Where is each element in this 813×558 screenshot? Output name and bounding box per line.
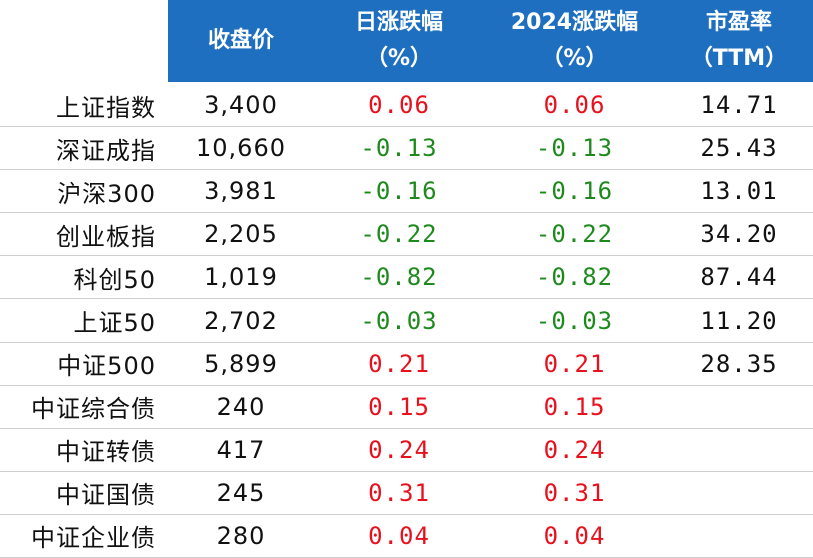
- header-pe-unit: （TTM）: [690, 46, 788, 71]
- table-row: 中证综合债 240 0.15 0.15: [0, 386, 813, 429]
- pe-ratio-cell: 28.35: [700, 349, 778, 378]
- index-name-cell: 创业板指: [56, 222, 156, 251]
- close-price-cell: 240: [216, 392, 266, 421]
- close-price-cell: 280: [216, 521, 266, 550]
- daily-change-cell: 0.15: [368, 392, 430, 421]
- close-price-cell: 2,702: [204, 306, 278, 335]
- pe-ratio-cell: 25.43: [700, 134, 778, 163]
- index-name-cell: 深证成指: [56, 136, 156, 165]
- index-name-cell: 中证国债: [56, 481, 156, 510]
- pe-ratio-cell: 13.01: [700, 177, 778, 206]
- table-row: 创业板指 2,205 -0.22 -0.22 34.20: [0, 213, 813, 257]
- close-price-cell: 3,981: [204, 177, 278, 206]
- close-price-cell: 417: [216, 435, 266, 464]
- header-close-label: 收盘价: [207, 28, 274, 53]
- pe-ratio-cell: 87.44: [700, 263, 778, 292]
- pe-ratio-cell: [665, 386, 813, 428]
- table-row: 科创50 1,019 -0.82 -0.82 87.44: [0, 256, 813, 300]
- ytd-change-cell: 0.15: [543, 392, 606, 421]
- table-row: 上证50 2,702 -0.03 -0.03 11.20: [0, 299, 813, 343]
- table-header: 收盘价 日涨跌幅 （%） 2024涨跌幅 （%） 市盈率 （TTM）: [0, 0, 813, 82]
- daily-change-cell: 0.04: [368, 521, 430, 550]
- header-daily-change: 日涨跌幅 （%）: [314, 0, 484, 82]
- header-ytd-unit: （%）: [541, 46, 608, 71]
- index-name-cell: 中证综合债: [31, 395, 156, 424]
- ytd-change-cell: -0.82: [535, 263, 614, 292]
- daily-change-cell: -0.03: [360, 306, 438, 335]
- header-daily-unit: （%）: [365, 46, 433, 71]
- close-price-cell: 2,205: [204, 220, 278, 249]
- ytd-change-cell: -0.16: [535, 177, 614, 206]
- ytd-change-cell: 0.24: [543, 435, 606, 464]
- close-price-cell: 3,400: [204, 91, 278, 120]
- close-price-cell: 245: [216, 478, 266, 507]
- pe-ratio-cell: 34.20: [700, 220, 778, 249]
- daily-change-cell: -0.16: [360, 177, 438, 206]
- header-separator: [0, 82, 813, 84]
- close-price-cell: 1,019: [204, 263, 278, 292]
- ytd-change-cell: 0.06: [543, 91, 606, 120]
- pe-ratio-cell: 14.71: [700, 91, 778, 120]
- index-name-cell: 科创50: [73, 265, 156, 294]
- pe-ratio-cell: 11.20: [700, 306, 778, 335]
- daily-change-cell: 0.31: [368, 478, 430, 507]
- table-row: 上证指数 3,400 0.06 0.06 14.71: [0, 84, 813, 128]
- header-blank-cell: [0, 0, 168, 82]
- close-price-cell: 5,899: [204, 349, 278, 378]
- table-row: 中证企业债 280 0.04 0.04: [0, 515, 813, 558]
- ytd-change-cell: 0.21: [543, 349, 606, 378]
- ytd-change-cell: 0.31: [543, 478, 606, 507]
- ytd-change-cell: -0.03: [535, 306, 614, 335]
- index-name-cell: 中证500: [57, 352, 156, 381]
- table-row: 中证转债 417 0.24 0.24: [0, 429, 813, 472]
- table-row: 中证国债 245 0.31 0.31: [0, 472, 813, 515]
- header-ytd-change: 2024涨跌幅 （%）: [484, 0, 665, 82]
- daily-change-cell: 0.24: [368, 435, 430, 464]
- index-name-cell: 中证企业债: [31, 524, 156, 553]
- ytd-change-cell: -0.13: [535, 134, 614, 163]
- header-ytd-label: 2024涨跌幅: [510, 10, 639, 35]
- header-pe-ratio: 市盈率 （TTM）: [665, 0, 813, 82]
- pe-ratio-cell: [665, 429, 813, 471]
- daily-change-cell: 0.06: [368, 91, 430, 120]
- pe-ratio-cell: [665, 515, 813, 557]
- header-daily-label: 日涨跌幅: [354, 10, 443, 35]
- index-name-cell: 上证指数: [56, 93, 156, 122]
- close-price-cell: 10,660: [196, 134, 286, 163]
- header-pe-label: 市盈率: [705, 10, 772, 35]
- daily-change-cell: -0.22: [360, 220, 438, 249]
- ytd-change-cell: -0.22: [535, 220, 614, 249]
- table-row: 沪深300 3,981 -0.16 -0.16 13.01: [0, 170, 813, 214]
- table-row: 中证500 5,899 0.21 0.21 28.35: [0, 343, 813, 386]
- index-name-cell: 沪深300: [57, 179, 156, 208]
- index-name-cell: 中证转债: [56, 438, 156, 467]
- index-name-cell: 上证50: [73, 309, 156, 338]
- table-row: 深证成指 10,660 -0.13 -0.13 25.43: [0, 127, 813, 171]
- table-body: 上证指数 3,400 0.06 0.06 14.71 深证成指 10,660 -0.13 -0.…: [0, 84, 813, 558]
- daily-change-cell: -0.82: [360, 263, 438, 292]
- daily-change-cell: -0.13: [360, 134, 438, 163]
- daily-change-cell: 0.21: [368, 349, 430, 378]
- ytd-change-cell: 0.04: [543, 521, 606, 550]
- pe-ratio-cell: [665, 472, 813, 514]
- header-close-price: 收盘价: [168, 0, 314, 82]
